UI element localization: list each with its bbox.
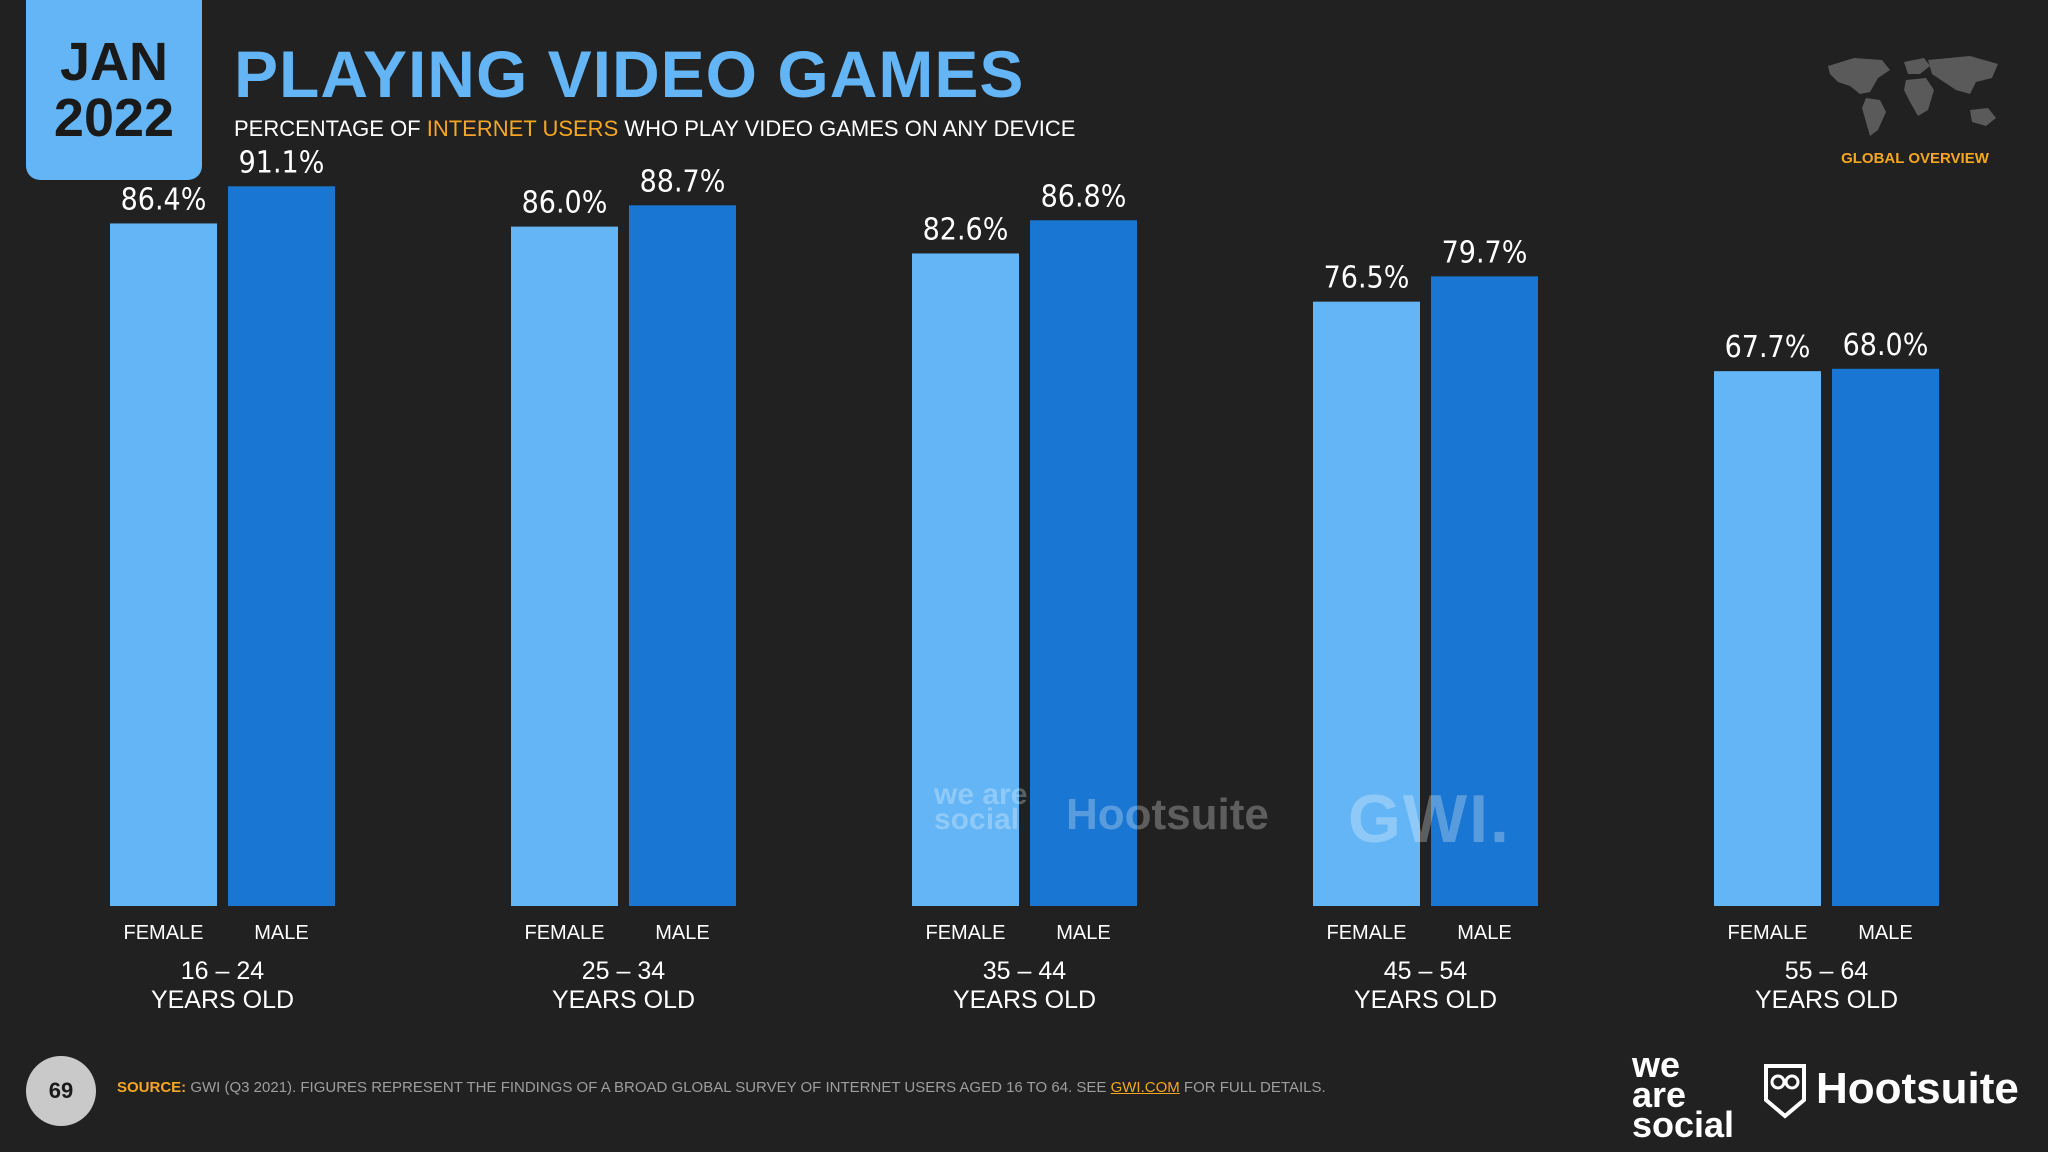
- source-text: GWI (Q3 2021). FIGURES REPRESENT THE FIN…: [186, 1079, 1111, 1096]
- subtitle-start: PERCENTAGE OF: [234, 116, 427, 141]
- watermark-hootsuite: Hootsuite: [1066, 790, 1269, 839]
- bar-male-3: [1030, 220, 1137, 906]
- bar-female-2: [511, 226, 618, 907]
- badge-year: 2022: [53, 88, 175, 148]
- value-label-female-4: 76.5%: [1324, 261, 1410, 296]
- series-label-male-1: MALE: [254, 922, 308, 944]
- bar-female-4: [1313, 301, 1420, 906]
- we-are-social-logo: we are social: [1632, 1044, 1735, 1145]
- brand-was-line-1: we: [1632, 1044, 1681, 1085]
- category-range-2: 25 – 34: [582, 957, 666, 985]
- value-label-female-5: 67.7%: [1725, 330, 1811, 365]
- series-label-female-5: FEMALE: [1727, 922, 1807, 944]
- series-label-female-3: FEMALE: [925, 922, 1005, 944]
- value-label-male-5: 68.0%: [1843, 328, 1929, 363]
- value-label-male-2: 88.7%: [640, 164, 726, 199]
- series-label-male-4: MALE: [1457, 922, 1511, 944]
- category-range-4: 45 – 54: [1384, 957, 1468, 985]
- source-link[interactable]: GWI.COM: [1110, 1079, 1180, 1096]
- bar-male-4: [1431, 276, 1538, 906]
- watermark-gwi: GWI.: [1348, 781, 1511, 857]
- series-label-female-1: FEMALE: [123, 922, 203, 944]
- category-range-5: 55 – 64: [1785, 957, 1869, 985]
- value-label-female-1: 86.4%: [121, 182, 207, 217]
- hootsuite-logo: Hootsuite: [1816, 1064, 2019, 1113]
- bar-female-3: [912, 253, 1019, 906]
- bar-male-2: [629, 205, 736, 906]
- page-title: PLAYING VIDEO GAMES: [234, 37, 1025, 111]
- bar-male-5: [1832, 368, 1939, 906]
- global-overview-label: GLOBAL OVERVIEW: [1841, 150, 1989, 167]
- date-badge: JAN 2022: [26, 0, 202, 180]
- hootsuite-owl-icon: [1764, 1064, 1806, 1119]
- brand-was-line-2: are: [1632, 1074, 1687, 1115]
- series-label-male-5: MALE: [1858, 922, 1912, 944]
- series-label-female-2: FEMALE: [524, 922, 604, 944]
- bar-female-5: [1714, 371, 1821, 906]
- series-label-female-4: FEMALE: [1326, 922, 1406, 944]
- category-range-3: 35 – 44: [983, 957, 1067, 985]
- series-label-male-3: MALE: [1056, 922, 1110, 944]
- category-suffix-4: YEARS OLD: [1354, 986, 1497, 1014]
- value-label-female-2: 86.0%: [522, 186, 608, 221]
- category-suffix-5: YEARS OLD: [1755, 986, 1898, 1014]
- source-note: SOURCE: GWI (Q3 2021). FIGURES REPRESENT…: [117, 1079, 1326, 1096]
- page-subtitle: PERCENTAGE OF INTERNET USERS WHO PLAY VI…: [234, 116, 1075, 142]
- bar-male-1: [228, 186, 335, 906]
- value-label-female-3: 82.6%: [923, 212, 1009, 247]
- watermark-we-are-social: we are social: [934, 778, 1028, 836]
- value-label-male-4: 79.7%: [1442, 235, 1528, 270]
- series-label-male-2: MALE: [655, 922, 709, 944]
- value-label-male-3: 86.8%: [1041, 179, 1127, 214]
- category-suffix-1: YEARS OLD: [151, 986, 294, 1014]
- source-label: SOURCE:: [117, 1079, 187, 1096]
- category-range-1: 16 – 24: [181, 957, 265, 985]
- subtitle-accent: INTERNET USERS: [426, 116, 619, 141]
- subtitle-end: WHO PLAY VIDEO GAMES ON ANY DEVICE: [618, 116, 1076, 141]
- category-suffix-3: YEARS OLD: [953, 986, 1096, 1014]
- value-label-male-1: 91.1%: [239, 145, 325, 180]
- bar-female-1: [110, 223, 217, 906]
- world-map-icon: [1820, 52, 2010, 142]
- page-number: 69: [26, 1056, 96, 1126]
- source-end: FOR FULL DETAILS.: [1179, 1079, 1326, 1096]
- category-suffix-2: YEARS OLD: [552, 986, 695, 1014]
- brand-was-line-3: social: [1632, 1104, 1735, 1145]
- badge-month: JAN: [59, 32, 169, 92]
